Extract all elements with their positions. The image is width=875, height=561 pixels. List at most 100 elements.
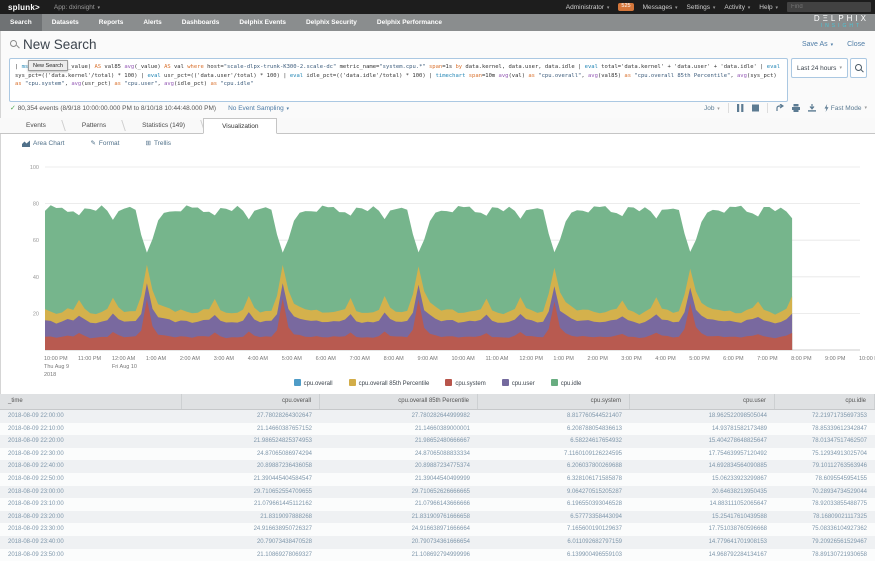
value-cell[interactable]: 21.98652480666667	[320, 435, 478, 448]
legend-item[interactable]: cpu.overall 85th Percentile	[349, 379, 430, 387]
value-cell[interactable]: 6.208788054836613	[478, 423, 630, 436]
time-cell[interactable]: 2018-08-09 22:10:00	[0, 423, 182, 436]
value-cell[interactable]: 21.8319097888268	[182, 511, 320, 524]
value-cell[interactable]: 20.89887234775374	[320, 460, 478, 473]
nav-item-alerts[interactable]: Alerts	[133, 14, 171, 31]
fast-mode-menu[interactable]: Fast Mode ▾	[824, 104, 867, 112]
value-cell[interactable]: 6.58224617654932	[478, 435, 630, 448]
column-header[interactable]: cpu.system	[478, 394, 630, 409]
value-cell[interactable]: 29.710652626666665	[320, 486, 478, 499]
table-row[interactable]: 2018-08-09 23:50:0021.1086927806932721.1…	[0, 549, 875, 561]
time-cell[interactable]: 2018-08-09 22:00:00	[0, 410, 182, 423]
value-cell[interactable]: 17.751038760596668	[630, 523, 775, 536]
legend-item[interactable]: cpu.idle	[551, 379, 582, 387]
nav-item-reports[interactable]: Reports	[89, 14, 134, 31]
value-cell[interactable]: 21.986524825374953	[182, 435, 320, 448]
value-cell[interactable]: 15.25417610439588	[630, 511, 775, 524]
export-button[interactable]	[808, 104, 816, 112]
time-cell[interactable]: 2018-08-09 23:10:00	[0, 498, 182, 511]
value-cell[interactable]: 72.21971735697353	[775, 410, 875, 423]
value-cell[interactable]: 78.89130721930658	[775, 549, 875, 561]
legend-item[interactable]: cpu.user	[502, 379, 535, 387]
value-cell[interactable]: 18.962522098505044	[630, 410, 775, 423]
value-cell[interactable]: 20.64638213950435	[630, 486, 775, 499]
settings-menu[interactable]: Settings ▾	[687, 4, 716, 11]
value-cell[interactable]: 70.28934734529044	[775, 486, 875, 499]
value-cell[interactable]: 21.079661445112162	[182, 498, 320, 511]
time-cell[interactable]: 2018-08-09 23:30:00	[0, 523, 182, 536]
messages-menu[interactable]: Messages ▾	[643, 4, 678, 11]
time-cell[interactable]: 2018-08-09 23:40:00	[0, 536, 182, 549]
column-header[interactable]: cpu.user	[630, 394, 775, 409]
value-cell[interactable]: 78.01347517462507	[775, 435, 875, 448]
value-cell[interactable]: 24.87065088833334	[320, 448, 478, 461]
run-search-button[interactable]	[850, 58, 867, 78]
search-query-input[interactable]: | mstats perc95(_value) AS val85 avg(_va…	[9, 58, 788, 102]
table-row[interactable]: 2018-08-09 23:00:0029.71065255470965529.…	[0, 486, 875, 499]
value-cell[interactable]: 27.78028264302647	[182, 410, 320, 423]
legend-item[interactable]: cpu.overall	[294, 379, 333, 387]
value-cell[interactable]: 15.06233923299867	[630, 473, 775, 486]
nav-item-dashboards[interactable]: Dashboards	[172, 14, 230, 31]
table-row[interactable]: 2018-08-09 23:10:0021.07966144511216221.…	[0, 498, 875, 511]
value-cell[interactable]: 24.87065086974294	[182, 448, 320, 461]
area-chart-canvas[interactable]: 2040608010010:00 PM11:00 PM12:00 AM1:00 …	[0, 155, 875, 380]
value-cell[interactable]: 20.79073438470528	[182, 536, 320, 549]
time-cell[interactable]: 2018-08-09 22:20:00	[0, 435, 182, 448]
time-range-picker[interactable]: Last 24 hours▾	[791, 58, 848, 78]
value-cell[interactable]: 27.780282644999982	[320, 410, 478, 423]
value-cell[interactable]: 21.10869278069327	[182, 549, 320, 561]
time-cell[interactable]: 2018-08-09 23:20:00	[0, 511, 182, 524]
value-cell[interactable]: 78.6095545954155	[775, 473, 875, 486]
print-button[interactable]	[792, 104, 800, 112]
time-cell[interactable]: 2018-08-09 23:50:00	[0, 549, 182, 561]
pause-button[interactable]	[737, 104, 744, 112]
value-cell[interactable]: 8.817760544521407	[478, 410, 630, 423]
value-cell[interactable]: 6.196550393046528	[478, 498, 630, 511]
value-cell[interactable]: 7.1160109126224595	[478, 448, 630, 461]
tab-statistics-149[interactable]: Statistics (149)	[124, 118, 203, 133]
table-row[interactable]: 2018-08-09 22:30:0024.8706508697429424.8…	[0, 448, 875, 461]
stop-button[interactable]	[752, 104, 759, 112]
value-cell[interactable]: 79.10112763563946	[775, 460, 875, 473]
column-header[interactable]: cpu.idle	[775, 394, 875, 409]
value-cell[interactable]: 29.710652554709655	[182, 486, 320, 499]
column-header[interactable]: _time	[0, 394, 182, 409]
value-cell[interactable]: 79.20926561529467	[775, 536, 875, 549]
value-cell[interactable]: 75.12934913025704	[775, 448, 875, 461]
value-cell[interactable]: 21.14660387657152	[182, 423, 320, 436]
value-cell[interactable]: 78.16809021117325	[775, 511, 875, 524]
trellis-menu[interactable]: ⊞ Trellis	[145, 139, 171, 147]
chart-type-picker[interactable]: Area Chart	[22, 140, 64, 147]
nav-item-search[interactable]: Search	[0, 14, 42, 31]
legend-item[interactable]: cpu.system	[445, 379, 485, 387]
save-as-button[interactable]: Save As ▾	[802, 41, 833, 48]
value-cell[interactable]: 21.390445404584547	[182, 473, 320, 486]
column-header[interactable]: cpu.overall	[182, 394, 320, 409]
value-cell[interactable]: 20.790734361666654	[320, 536, 478, 549]
value-cell[interactable]: 7.165600190129637	[478, 523, 630, 536]
value-cell[interactable]: 78.85339612342847	[775, 423, 875, 436]
value-cell[interactable]: 78.92033855488775	[775, 498, 875, 511]
time-cell[interactable]: 2018-08-09 22:50:00	[0, 473, 182, 486]
table-row[interactable]: 2018-08-09 22:20:0021.98652482537495321.…	[0, 435, 875, 448]
value-cell[interactable]: 6.206037800269688	[478, 460, 630, 473]
cpu-area-chart[interactable]: 2040608010010:00 PM11:00 PM12:00 AM1:00 …	[0, 155, 875, 380]
activity-menu[interactable]: Activity ▾	[724, 4, 750, 11]
table-row[interactable]: 2018-08-09 22:10:0021.1466038765715221.1…	[0, 423, 875, 436]
table-row[interactable]: 2018-08-09 23:40:0020.7907343847052820.7…	[0, 536, 875, 549]
help-menu[interactable]: Help ▾	[759, 4, 778, 11]
tab-patterns[interactable]: Patterns	[64, 118, 124, 133]
value-cell[interactable]: 14.93781582173489	[630, 423, 775, 436]
time-cell[interactable]: 2018-08-09 22:30:00	[0, 448, 182, 461]
value-cell[interactable]: 14.968792284134167	[630, 549, 775, 561]
value-cell[interactable]: 21.14660389000001	[320, 423, 478, 436]
value-cell[interactable]: 14.692834564090885	[630, 460, 775, 473]
nav-item-datasets[interactable]: Datasets	[42, 14, 89, 31]
time-cell[interactable]: 2018-08-09 22:40:00	[0, 460, 182, 473]
nav-item-delphix-performance[interactable]: Delphix Performance	[367, 14, 452, 31]
administrator-menu[interactable]: Administrator ▾	[566, 4, 610, 11]
value-cell[interactable]: 6.57773358443094	[478, 511, 630, 524]
column-header[interactable]: cpu.overall 85th Percentile	[320, 394, 478, 409]
value-cell[interactable]: 75.08336104927362	[775, 523, 875, 536]
